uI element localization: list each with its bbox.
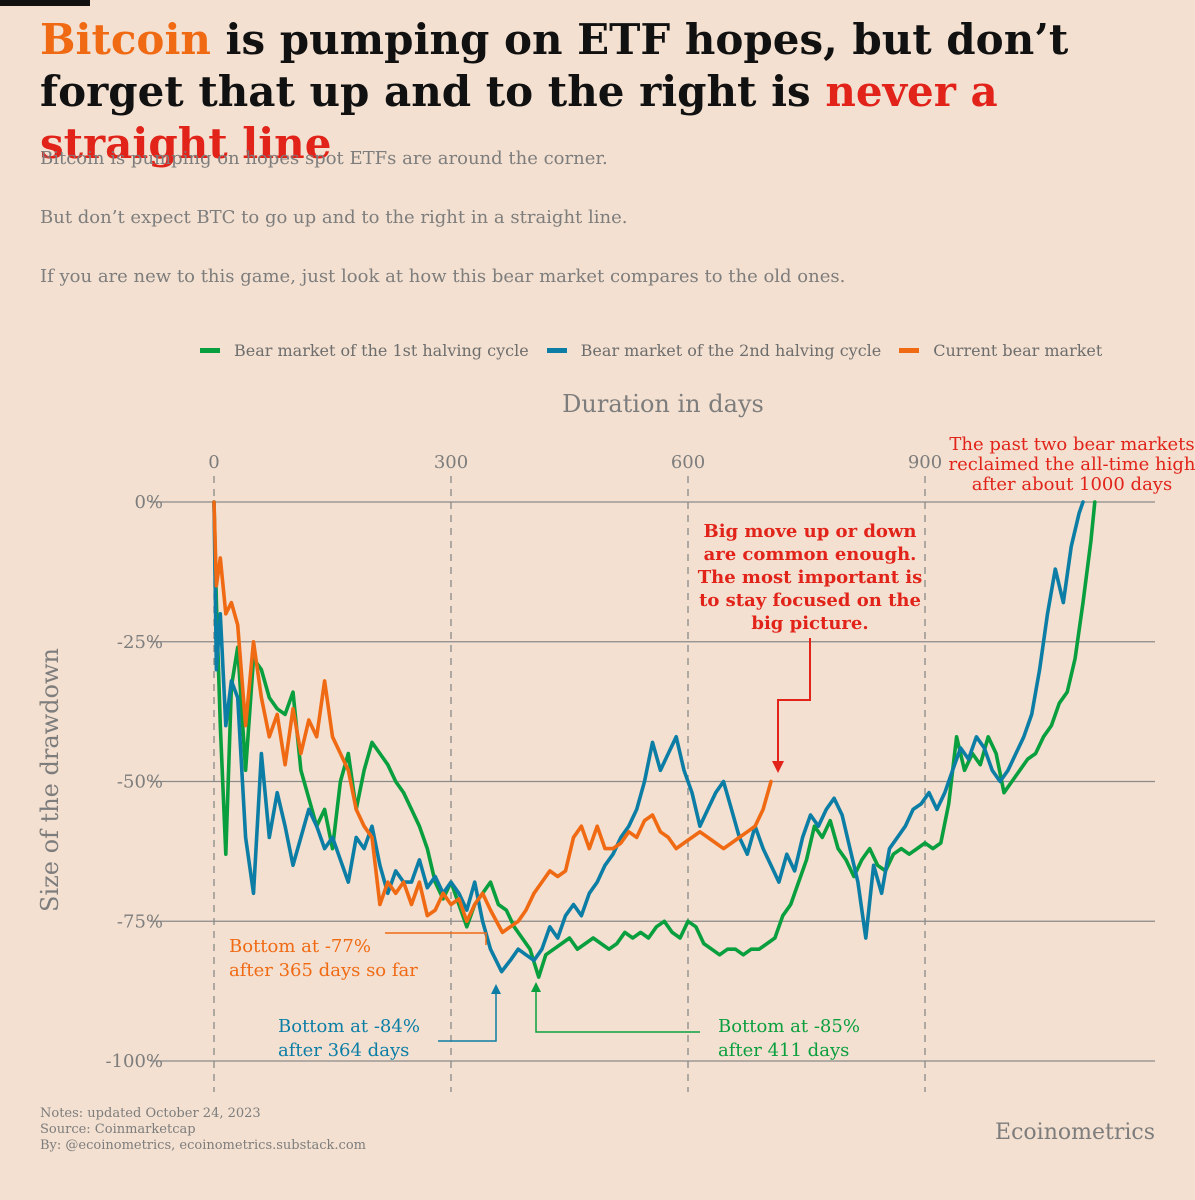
annotation-ath-line: The past two bear markets [949,434,1194,455]
series-line-1st-cycle [212,500,1097,979]
y-tick-label: -75% [117,911,163,932]
annotation-leader-orange [385,932,487,945]
subtitle-line-2: But don’t expect BTC to go up and to the… [40,207,628,228]
x-tick-label: 600 [671,452,705,473]
legend-swatch-orange [899,348,920,353]
annotation-leader-red [777,638,811,762]
footer-notes: Notes: updated October 24, 2023 Source: … [40,1106,366,1154]
annotation-arrowhead-blue [491,984,501,994]
annotation-ath-line: after about 1000 days [972,474,1172,495]
page-title: Bitcoin is pumping on ETF hopes, but don… [40,14,1190,170]
annotation-blue-bottom-line: Bottom at -84% [278,1016,420,1037]
annotation-green-bottom-line: after 411 days [718,1040,849,1061]
annotation-arrowhead-red [772,761,784,773]
brand-name: Ecoinometrics [995,1120,1155,1145]
y-tick-label: 0% [134,492,163,513]
chart-legend: Bear market of the 1st halving cycle Bea… [200,341,1102,360]
annotation-big-move-line: The most important is [698,567,923,588]
annotation-leader-blue [438,990,497,1042]
subtitle-line-3: If you are new to this game, just look a… [40,266,846,287]
notes-by: By: @ecoinometrics, ecoinometrics.substa… [40,1138,366,1153]
series-line-2nd-cycle [212,500,1085,974]
drawdown-chart: Duration in days Size of the drawdown 0% -2… [36,390,1195,1092]
legend-label-1st-cycle: Bear market of the 1st halving cycle [234,341,529,360]
annotation-ath-line: reclaimed the all-time high [949,454,1195,475]
title-highlight-straight-line: never a straight line [40,67,998,168]
annotation-blue-bottom-line: after 364 days [278,1040,409,1061]
subtitle-line-1: Bitcoin is pumping on hopes spot ETFs ar… [40,148,608,169]
annotation-big-move-line: big picture. [751,613,868,634]
notes-source: Source: Coinmarketcap [40,1122,196,1137]
y-tick-label: -25% [117,632,163,653]
annotation-orange-bottom-line: Bottom at -77% [229,936,371,957]
annotation-green-bottom-line: Bottom at -85% [718,1016,860,1037]
title-highlight-bitcoin: Bitcoin [40,15,211,64]
legend-label-2nd-cycle: Bear market of the 2nd halving cycle [580,341,882,360]
y-axis-title: Size of the drawdown [36,648,64,912]
y-tick-label: -50% [117,772,163,793]
x-tick-label: 0 [208,452,219,473]
annotation-big-move-line: Big move up or down [703,521,916,542]
y-tick-label: -100% [105,1051,163,1072]
legend-swatch-blue [546,348,567,353]
legend-item-current: Current bear market [899,341,1102,360]
top-accent-bar [0,0,90,6]
legend-item-1st-cycle: Bear market of the 1st halving cycle [200,341,529,360]
x-tick-label: 300 [434,452,468,473]
annotation-big-move-line: are common enough. [704,544,917,565]
x-tick-label: 900 [908,452,942,473]
title-middle: is pumping on ETF hopes, but don’t forge… [40,15,1069,116]
annotation-arrowhead-green [531,982,541,992]
annotation-orange-bottom-line: after 365 days so far [229,960,418,981]
x-axis-title: Duration in days [562,390,764,418]
series-line-current [212,500,773,935]
annotation-big-move-line: to stay focused on the [699,590,921,611]
legend-swatch-green [200,348,220,353]
notes-updated: Notes: updated October 24, 2023 [40,1106,261,1121]
legend-item-2nd-cycle: Bear market of the 2nd halving cycle [546,341,882,360]
legend-label-current: Current bear market [933,341,1103,360]
annotation-leader-green [535,988,700,1033]
